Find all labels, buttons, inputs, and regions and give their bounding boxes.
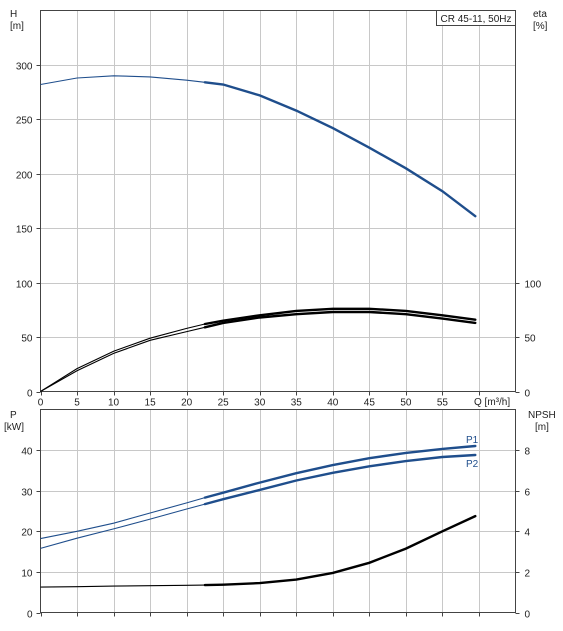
chart-title: CR 45-11, 50Hz bbox=[441, 14, 512, 25]
bottom-grid bbox=[40, 409, 516, 613]
curve-operating-range bbox=[203, 310, 477, 329]
flow-axis-label: Q [m³/h] bbox=[474, 397, 510, 408]
left-tick-label: 0 bbox=[27, 389, 33, 400]
series-label-p2: P2 bbox=[466, 459, 479, 470]
curve-line bbox=[40, 454, 476, 549]
left-tick-label: 300 bbox=[16, 62, 33, 73]
curve-operating-range bbox=[203, 81, 477, 218]
power-axis-label: P bbox=[10, 410, 17, 421]
curve-operating-range bbox=[203, 444, 477, 499]
left-tick-label: 10 bbox=[21, 569, 33, 580]
x-tick-label: 50 bbox=[400, 398, 412, 409]
x-tick-label: 40 bbox=[327, 398, 339, 409]
curve-operating-range bbox=[203, 514, 477, 587]
x-tick-label: 45 bbox=[364, 398, 376, 409]
top-grid bbox=[40, 10, 516, 392]
x-tick-label: 30 bbox=[254, 398, 266, 409]
top-curves bbox=[40, 75, 477, 392]
right-tick-label: 6 bbox=[525, 488, 531, 499]
left-tick-label: 100 bbox=[16, 280, 33, 291]
left-tick-label: 250 bbox=[16, 116, 33, 127]
right-tick-label: 2 bbox=[525, 569, 531, 580]
npsh-axis-label: NPSH bbox=[528, 410, 556, 421]
curve-line bbox=[40, 515, 476, 588]
right-tick-label: 100 bbox=[525, 280, 542, 291]
right-tick-label: 8 bbox=[525, 447, 531, 458]
curve-line bbox=[40, 308, 476, 392]
npsh-axis-unit: [m] bbox=[535, 422, 549, 433]
x-tick-label: 20 bbox=[181, 398, 193, 409]
power-axis-unit: [kW] bbox=[4, 422, 24, 433]
eta-axis-label: eta bbox=[533, 9, 547, 20]
x-tick-label: 0 bbox=[38, 398, 44, 409]
left-tick-label: 20 bbox=[21, 528, 33, 539]
right-tick-label: 50 bbox=[525, 334, 537, 345]
x-tick-label: 15 bbox=[145, 398, 157, 409]
power-npsh-panel: 0 10 20 30 40 0 2 4 6 8 P [kW] NPSH [m] P1 P2 bbox=[4, 409, 556, 621]
left-tick-label: 30 bbox=[21, 488, 33, 499]
x-tick-label: 10 bbox=[108, 398, 120, 409]
head-efficiency-panel: 0 50 100 150 200 250 300 0 50 100 0 5 10 15 20 25 30 35 40… bbox=[10, 9, 548, 409]
eta-axis-unit: [%] bbox=[533, 21, 548, 32]
left-tick-label: 40 bbox=[21, 447, 33, 458]
top-ticks: 0 50 100 150 200 250 300 0 50 100 0 5 10 15 20 25 30 35 40… bbox=[16, 62, 542, 409]
head-axis-unit: [m] bbox=[10, 21, 24, 32]
title-box bbox=[436, 10, 516, 26]
x-tick-label: 25 bbox=[218, 398, 230, 409]
left-tick-label: 50 bbox=[21, 334, 33, 345]
top-plot-frame bbox=[40, 10, 516, 392]
left-tick-label: 200 bbox=[16, 171, 33, 182]
right-tick-label: 4 bbox=[525, 528, 531, 539]
x-tick-label: 5 bbox=[74, 398, 80, 409]
left-tick-label: 150 bbox=[16, 225, 33, 236]
curve-line bbox=[40, 75, 476, 217]
curve-line bbox=[40, 311, 476, 392]
right-tick-label: 0 bbox=[525, 389, 531, 400]
right-tick-label: 0 bbox=[525, 610, 531, 621]
left-tick-label: 0 bbox=[27, 610, 33, 621]
bottom-plot-frame bbox=[40, 409, 516, 613]
x-tick-label: 55 bbox=[437, 398, 449, 409]
x-tick-label: 35 bbox=[291, 398, 303, 409]
bottom-ticks: 0 10 20 30 40 0 2 4 6 8 bbox=[21, 447, 530, 621]
bottom-curves bbox=[40, 444, 477, 588]
curve-operating-range bbox=[203, 307, 477, 326]
head-axis-label: H bbox=[10, 9, 17, 20]
series-label-p1: P1 bbox=[466, 435, 479, 446]
curve-operating-range bbox=[203, 453, 477, 506]
